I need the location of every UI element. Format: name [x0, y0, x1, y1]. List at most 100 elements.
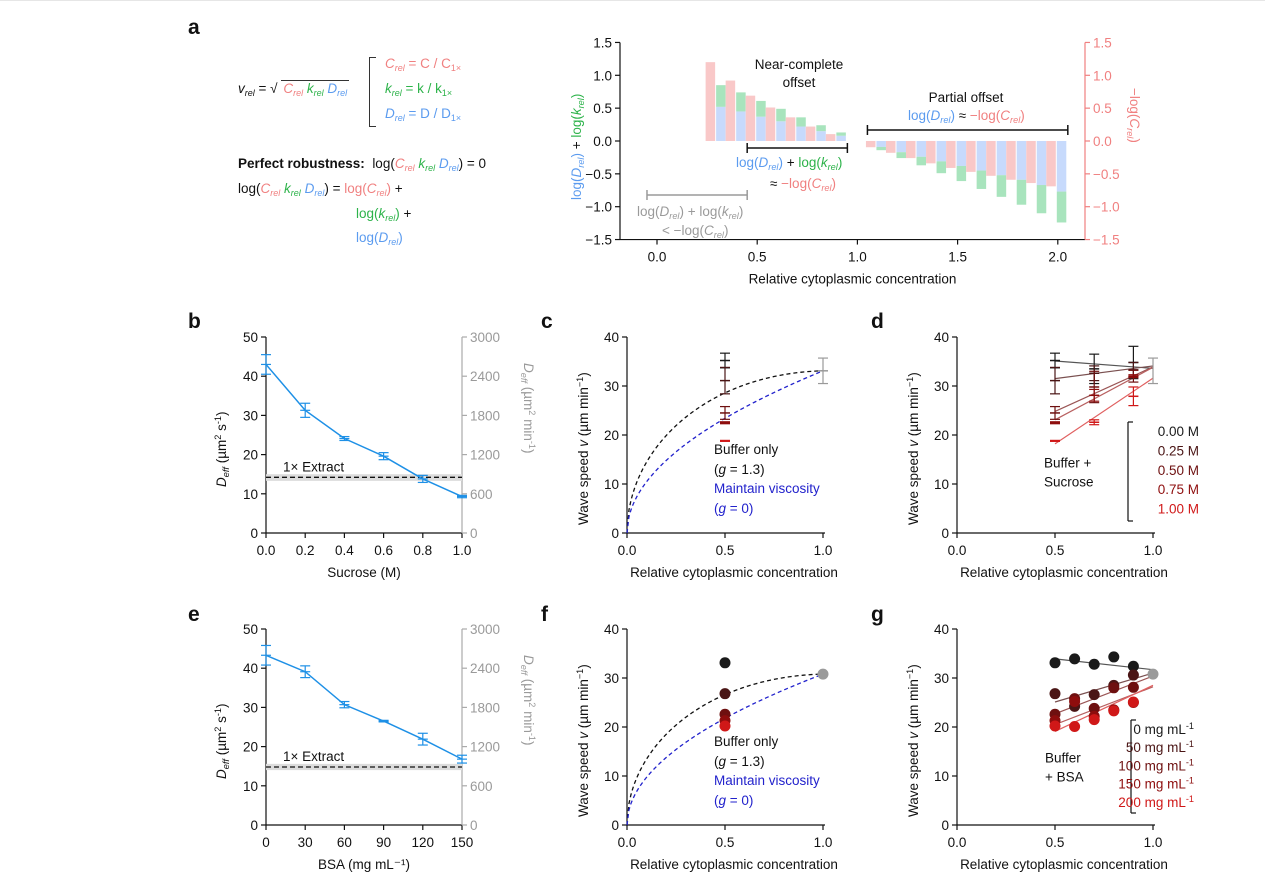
panel-f-x-tick-label: 0.5: [716, 835, 735, 850]
y-tick-label-left: −0.5: [585, 167, 612, 182]
eq-sub: 1×: [450, 113, 462, 123]
bar-log-krel: [1056, 191, 1067, 223]
panel-b-reference-label: 1× Extract: [283, 459, 344, 474]
annotation-partial-offset: Partial offset: [929, 90, 1004, 105]
panel-label-d: d: [871, 310, 884, 333]
panel-e-y-tick-label-right: 1200: [470, 740, 500, 755]
panel-f-legend-maintain-viscosity: Maintain viscosity: [714, 773, 820, 788]
panel-d-fit-line-0: [1054, 360, 1154, 369]
panel-d-legend-title-1: Buffer +: [1044, 456, 1092, 471]
annotation-insufficient-2: < −log(Crel): [662, 223, 728, 240]
bar-log-krel: [776, 108, 786, 122]
eq-d: D: [438, 156, 449, 171]
panel-b-y-tick-label-right: 600: [470, 487, 493, 502]
panel-b-x-tick-label: 0.4: [335, 543, 354, 558]
y-axis-label-right-part: C: [1127, 118, 1142, 128]
eq-log: log(: [372, 156, 395, 171]
panel-b-y-tick-label-right: 1200: [470, 448, 500, 463]
x-tick-label: 1.0: [848, 250, 867, 265]
annotation-insufficient-part: D: [660, 204, 670, 219]
eq-sub: rel: [404, 163, 415, 173]
panel-f-data-point: [817, 668, 829, 680]
panel-e-y-axis-label-left-part: D: [214, 769, 229, 779]
panel-b-y-axis-label-right: Deff (µm2 min-1): [519, 363, 537, 454]
panel-g-x-tick-label: 0.5: [1046, 835, 1065, 850]
eq-c: C: [366, 181, 377, 196]
panel-e-y-axis-label-left: Deff (µm2 s-1): [213, 703, 231, 779]
panel-e-y-axis-label-right: Deff (µm2 min-1): [519, 655, 537, 746]
panel-d-y-tick-label: 20: [934, 428, 949, 443]
panel-e-y-axis-label-left-part: -1: [213, 708, 223, 716]
definitions-bracket: [369, 57, 376, 127]
panel-g-y-axis-label-part: −1: [905, 669, 915, 679]
panel-f-data-point: [719, 657, 731, 669]
panel-c-legend-g-1-3-part: (: [714, 462, 719, 477]
panel-d-legend-title-2: Sucrose: [1044, 475, 1094, 490]
panel-g-legend-item: 50 mg mL-1: [1126, 739, 1194, 755]
panel-e-y-tick-label: 0: [250, 818, 258, 833]
panel-d-legend-item: 0.00 M: [1158, 424, 1199, 439]
panel-e-y-tick-label-right: 3000: [470, 622, 500, 637]
panel-b-y-axis-label-right-part: min: [521, 415, 536, 441]
y-axis-label-left-part: log(: [569, 177, 584, 200]
bar-log-drel: [716, 106, 726, 141]
y-tick-label-right: 0.5: [1093, 101, 1112, 116]
panel-c-x-tick-label: 0.5: [716, 543, 735, 558]
y-tick-label-right: −1.0: [1093, 200, 1120, 215]
panel-b-x-tick-label: 0.0: [257, 543, 276, 558]
panel-c-y-tick-label: 10: [604, 477, 619, 492]
panel-b-y-tick-label: 50: [243, 330, 258, 345]
annotation-log-sum-part: log(: [736, 155, 759, 170]
panel-f-y-tick-label: 10: [604, 769, 619, 784]
panel-g-data-point: [1088, 689, 1100, 701]
bar-neg-log-crel: [966, 141, 976, 172]
panel-label-a: a: [188, 16, 200, 39]
panel-f-y-axis-label: Wave speed v (µm min−1): [575, 664, 591, 817]
panel-f-y-tick-label: 20: [604, 720, 619, 735]
panel-e-x-tick-label: 60: [337, 835, 352, 850]
y-tick-label-right: −0.5: [1093, 167, 1120, 182]
panel-f-legend-g-0-part: = 0): [726, 793, 753, 808]
panel-e-x-tick-label: 0: [262, 835, 270, 850]
panel-g-data-point: [1088, 714, 1100, 726]
panel-b-x-axis-label: Sucrose (M): [327, 565, 401, 580]
panel-g-data-point: [1127, 660, 1139, 672]
panel-g-legend-item-part: -1: [1186, 776, 1194, 786]
y-axis-label-right: −log(Crel): [1125, 88, 1142, 143]
bar-log-krel: [716, 85, 726, 107]
panel-c-x-tick-label: 0.0: [618, 543, 637, 558]
panel-c-legend-g-0-part: = 0): [726, 501, 753, 516]
bar-log-drel: [876, 141, 886, 147]
panel-c-y-axis-label-part: ): [576, 372, 591, 377]
bar-log-drel: [956, 141, 967, 166]
eq-k: k: [306, 81, 314, 96]
panel-g-reference-point: [1147, 668, 1159, 680]
panel-d-legend-item: 0.50 M: [1158, 463, 1199, 478]
panel-e-x-tick-label: 30: [298, 835, 313, 850]
panel-c-y-tick-label: 40: [604, 330, 619, 345]
annotation-log-sum-part: rel: [768, 162, 779, 172]
panel-g-legend-item: 200 mg mL-1: [1118, 794, 1194, 810]
panel-b-x-tick-label: 0.6: [374, 543, 393, 558]
bar-log-drel: [996, 141, 1007, 176]
panel-f-y-tick-label: 0: [611, 818, 619, 833]
panel-f-legend-g-0: (g = 0): [714, 793, 753, 808]
annotation-insufficient-2-part: rel: [714, 230, 725, 240]
panel-f-fit-maintain-viscosity: [626, 673, 824, 826]
bar-neg-log-crel: [885, 141, 896, 153]
y-tick-label-left: 0.5: [593, 101, 612, 116]
panel-g-legend-item: 0 mg mL-1: [1133, 721, 1194, 737]
panel-d-fit-line-1: [1054, 365, 1154, 380]
eq-sub: rel: [244, 88, 255, 98]
annotation-partial-approx-part: rel: [940, 115, 951, 125]
panel-c-y-axis-label-part: −1: [575, 377, 585, 387]
panel-d-y-tick-label: 40: [934, 330, 949, 345]
log-k-line: log(krel) +: [356, 206, 412, 223]
y-axis-label-right-part: ): [1127, 138, 1142, 143]
y-axis-label-left-part: D: [569, 167, 584, 177]
bar-log-drel: [1056, 141, 1067, 192]
equation-krel-def: krel = k / k1×: [385, 81, 452, 98]
panel-e-y-tick-label-right: 600: [470, 779, 493, 794]
eq-k: k: [284, 181, 291, 196]
